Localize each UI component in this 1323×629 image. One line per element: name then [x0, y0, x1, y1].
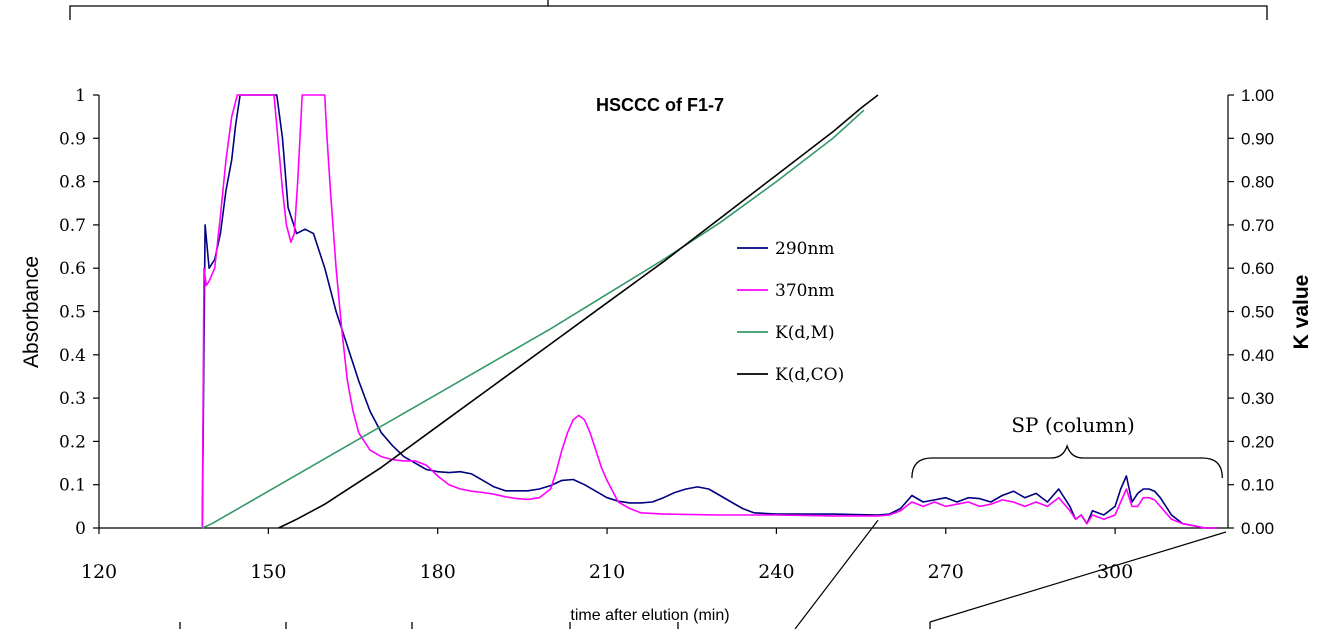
y2-tick-label: 1.00	[1241, 86, 1274, 105]
top-bracket	[69, 0, 1268, 20]
legend-label-kdco: K(d,CO)	[775, 365, 844, 385]
y2-tick-label: 0.20	[1241, 432, 1274, 451]
y-tick-label: 0.9	[59, 129, 86, 149]
x-tick-label: 210	[589, 561, 625, 583]
y2-tick-label: 0.60	[1241, 259, 1274, 278]
y-tick-label: 0.5	[59, 303, 86, 323]
series-line-370nm	[201, 94, 1217, 529]
zoom-line-right	[929, 531, 1227, 623]
y-tick-label: 0.7	[59, 216, 86, 236]
x-tick-label: 180	[420, 561, 456, 583]
series-layer	[201, 94, 1217, 529]
sp-brace	[911, 443, 1223, 479]
legend: 290nm 370nm K(d,M) K(d,CO)	[737, 239, 844, 385]
series-line-k-d-m-	[201, 109, 865, 529]
sp-annotation-label: SP (column)	[1011, 413, 1135, 437]
y-axis-label: Absorbance	[20, 256, 43, 368]
legend-label-370nm: 370nm	[775, 281, 835, 301]
y2-tick-label: 0.50	[1241, 303, 1274, 322]
y2-tick-label: 0.80	[1241, 173, 1274, 192]
y2-tick-label: 0.10	[1241, 476, 1274, 495]
zoom-line-left	[794, 519, 879, 629]
plot-axes	[98, 95, 1229, 529]
y2-tick-label: 0.90	[1241, 129, 1274, 148]
y2-tick-label: 0.70	[1241, 216, 1274, 235]
y2-tick-label: 0.40	[1241, 346, 1274, 365]
x-tick-label: 240	[758, 561, 794, 583]
y-tick-label: 1	[75, 86, 86, 106]
x-tick-label: 120	[81, 561, 117, 583]
ticks-layer: 0 0.1 0.2 0.3 0.4 0.5 0.6 0.7 0.8 0.9 1 0.00 0.10 0.2…	[59, 86, 1274, 583]
legend-item-kdco: K(d,CO)	[737, 365, 844, 385]
y2-tick-label: 0.30	[1241, 389, 1274, 408]
chart-title: HSCCC of F1-7	[596, 95, 724, 115]
sp-column-annotation: SP (column)	[911, 413, 1223, 479]
y-tick-label: 0.8	[59, 173, 86, 193]
y-tick-label: 0	[75, 519, 86, 539]
series-line-290nm	[201, 94, 1217, 529]
y-tick-label: 0.4	[59, 346, 86, 366]
zoom-lines	[794, 519, 1227, 629]
x-axis-label: time after elution (min)	[570, 607, 729, 624]
y-tick-label: 0.3	[59, 389, 86, 409]
x-tick-label: 270	[928, 561, 964, 583]
y-tick-label: 0.6	[59, 259, 86, 279]
x-tick-label: 300	[1097, 561, 1133, 583]
series-line-k-d-co-	[278, 94, 879, 529]
y2-tick-label: 0.00	[1241, 519, 1274, 538]
legend-item-370nm: 370nm	[737, 281, 835, 301]
legend-item-290nm: 290nm	[737, 239, 835, 259]
legend-label-290nm: 290nm	[775, 239, 835, 259]
y2-axis-label: K value	[1290, 275, 1313, 350]
x-tick-label: 150	[250, 561, 286, 583]
legend-item-kdm: K(d,M)	[737, 323, 835, 343]
y-tick-label: 0.1	[59, 476, 86, 496]
bottom-marks	[179, 622, 931, 629]
legend-label-kdm: K(d,M)	[775, 323, 835, 343]
y-tick-label: 0.2	[59, 432, 86, 452]
